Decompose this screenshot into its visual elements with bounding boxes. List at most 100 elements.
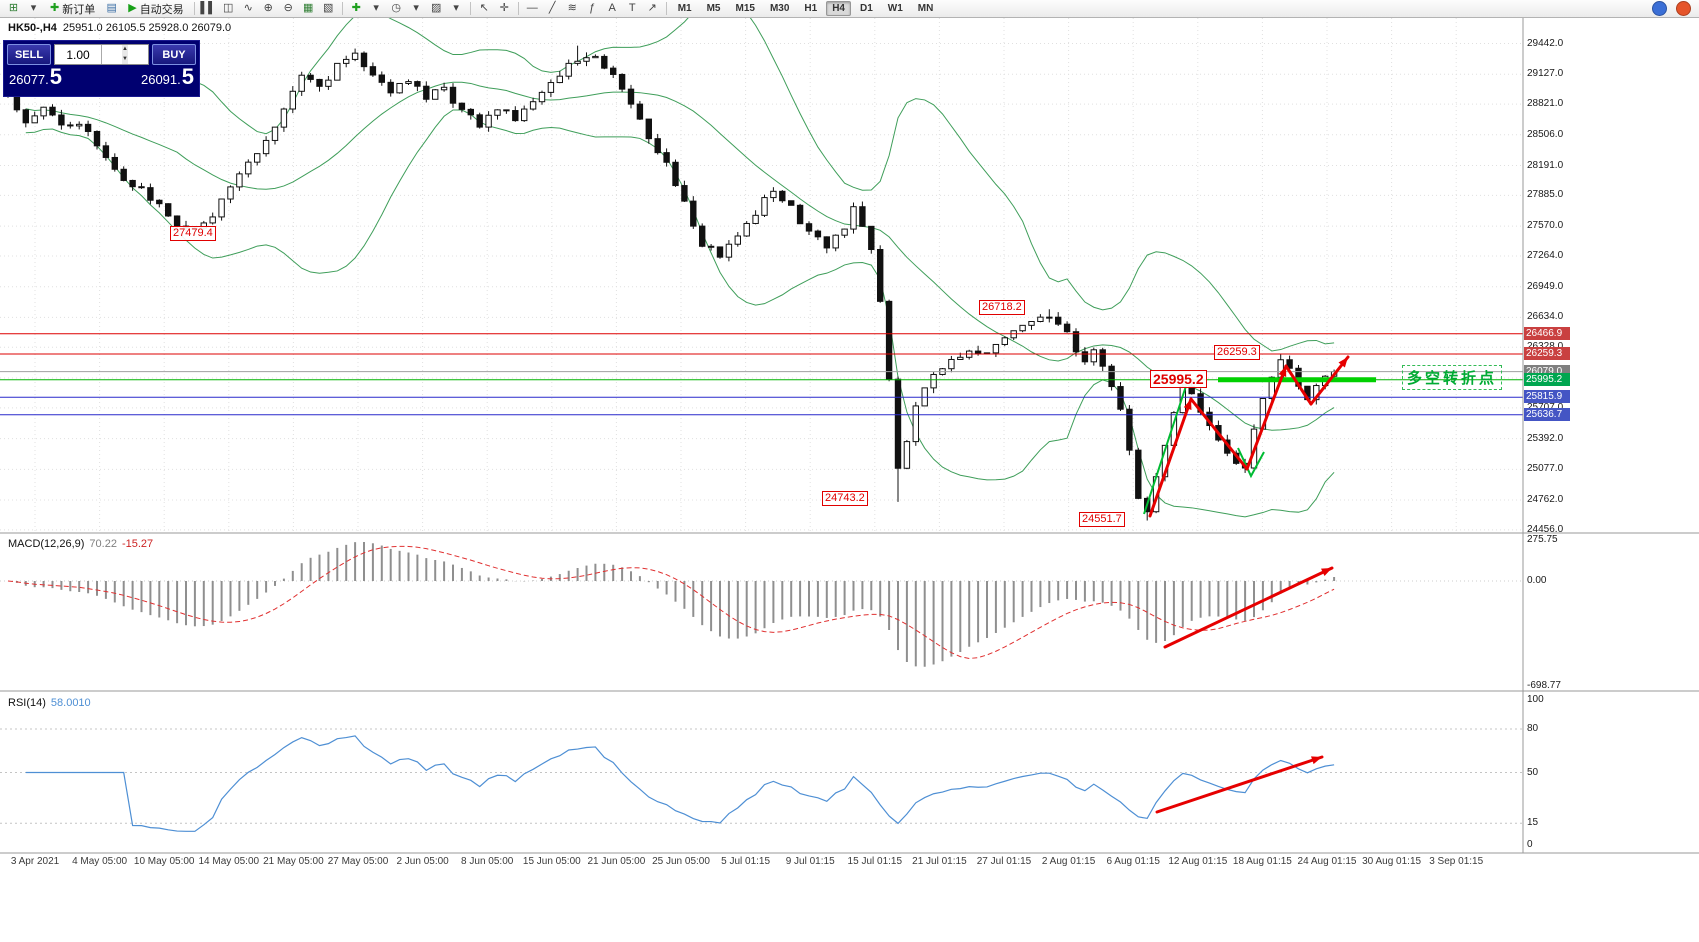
volume-spin-buttons: ▲ ▼ — [101, 45, 148, 64]
macd-indicator-label: MACD(12,26,9) 70.22 -15.27 — [8, 538, 154, 550]
timeframe-m15[interactable]: M15 — [735, 3, 755, 14]
fibonacci-icon[interactable]: ƒ — [583, 0, 602, 17]
price-axis-label: 29442.0 — [1527, 37, 1564, 49]
volume-stepper[interactable]: 1.00 ▲ ▼ — [54, 44, 149, 65]
horizontal-line-icon[interactable]: — — [523, 0, 542, 17]
timeframe-m30[interactable]: M30 — [769, 3, 790, 14]
turning-point-annotation: 多空转折点 — [1402, 365, 1503, 390]
time-axis-label: 3 Apr 2021 — [10, 856, 60, 867]
bar-chart-icon[interactable]: ▌▌ — [199, 0, 218, 17]
cascade-windows-icon-glyph: ▧ — [322, 2, 334, 14]
crosshair-icon-glyph: ✛ — [499, 2, 509, 14]
indicators-dropdown-icon-glyph: ▾ — [373, 2, 379, 14]
volume-down-icon[interactable]: ▼ — [122, 54, 128, 64]
zoom-in-icon[interactable]: ⊕ — [259, 0, 278, 17]
rsi-axis-label: 100 — [1527, 694, 1544, 705]
templates-dropdown-icon-glyph: ▾ — [453, 2, 459, 14]
timeframe-mn[interactable]: MN — [917, 3, 934, 14]
timeframe-d1[interactable]: D1 — [860, 3, 873, 14]
indicators-icon-glyph: ✚ — [351, 2, 361, 14]
chart-price-annotation: 26259.3 — [1214, 345, 1260, 360]
ohlc-values: 25951.0 26105.5 25928.0 26079.0 — [62, 22, 232, 34]
label-icon[interactable]: T — [623, 0, 642, 17]
trendline-icon[interactable]: ╱ — [543, 0, 562, 17]
line-chart-icon-glyph: ∿ — [243, 2, 253, 14]
cursor-icon[interactable]: ↖ — [475, 0, 494, 17]
macd-panel-canvas[interactable] — [0, 542, 1523, 667]
price-tag: 26466.9 — [1524, 326, 1570, 340]
arrow-tools-icon[interactable]: ↗ — [643, 0, 662, 17]
price-axis-label: 25077.0 — [1527, 463, 1564, 475]
price-tag: 26259.3 — [1524, 346, 1570, 360]
toolbar-separator — [193, 2, 195, 15]
terminal-icon[interactable]: ▤ — [102, 0, 121, 17]
text-icon-glyph: A — [608, 2, 616, 14]
timeframe-w1[interactable]: W1 — [887, 3, 903, 14]
main-chart-canvas[interactable] — [0, 0, 1523, 533]
rsi-axis-label: 80 — [1527, 723, 1539, 734]
periods-dropdown-icon[interactable]: ▾ — [407, 0, 426, 17]
cursor-icon-glyph: ↖ — [479, 2, 489, 14]
line-chart-icon[interactable]: ∿ — [239, 0, 258, 17]
label-icon-glyph: T — [628, 2, 636, 14]
time-axis-label: 21 Jun 05:00 — [587, 856, 646, 867]
alerts-icon[interactable] — [1676, 1, 1691, 16]
periods-icon[interactable]: ◷ — [387, 0, 406, 17]
templates-icon[interactable]: ▨ — [427, 0, 446, 17]
new-chart-dropdown-icon[interactable]: ▾ — [24, 0, 43, 17]
time-axis-label: 25 Jun 05:00 — [652, 856, 710, 867]
autotrading-button[interactable]: ▶ 自动交易 — [122, 0, 189, 17]
price-axis-label: 26634.0 — [1527, 311, 1564, 323]
price-tag: 25636.7 — [1524, 407, 1570, 421]
fibonacci-icon-glyph: ƒ — [589, 2, 596, 14]
sell-button[interactable]: SELL — [7, 44, 51, 65]
buy-button[interactable]: BUY — [152, 44, 196, 65]
time-axis-label: 21 Jul 01:15 — [912, 856, 967, 867]
autotrading-glyph: ▶ — [128, 2, 137, 14]
indicators-icon[interactable]: ✚ — [347, 0, 366, 17]
price-axis-label: 24456.0 — [1527, 523, 1564, 535]
time-axis-label: 12 Aug 01:15 — [1168, 856, 1228, 867]
chart-price-annotation: 24743.2 — [822, 491, 868, 506]
horizontal-line-icon-glyph: — — [526, 2, 538, 14]
templates-dropdown-icon[interactable]: ▾ — [447, 0, 466, 17]
templates-icon-glyph: ▨ — [430, 2, 442, 14]
timeframe-m5[interactable]: M5 — [706, 3, 721, 14]
candlestick-chart-icon[interactable]: ◫ — [219, 0, 238, 17]
timeframe-h1[interactable]: H1 — [804, 3, 818, 14]
toolbar-separator — [665, 2, 667, 15]
volume-up-icon[interactable]: ▲ — [122, 45, 128, 55]
price-axis-label: 26328.0 — [1527, 341, 1563, 352]
toolbar-separator — [341, 2, 343, 15]
price-axis-label: 27885.0 — [1527, 189, 1564, 201]
rsi-panel-canvas[interactable] — [0, 728, 1523, 832]
text-icon[interactable]: A — [603, 0, 622, 17]
new-order-button[interactable]: ✚ 新订单 — [44, 0, 101, 17]
time-axis-label: 2 Jun 05:00 — [396, 856, 449, 867]
time-axis-label: 15 Jul 01:15 — [847, 856, 903, 867]
time-axis-label: 8 Jun 05:00 — [461, 856, 514, 867]
indicators-dropdown-icon[interactable]: ▾ — [367, 0, 386, 17]
timeframe-m1[interactable]: M1 — [677, 3, 692, 14]
buy-price: 26091. 5 — [140, 64, 194, 89]
time-axis-label: 27 Jul 01:15 — [976, 856, 1032, 867]
community-icon[interactable] — [1652, 1, 1667, 16]
new-chart-icon[interactable]: ⊞ — [4, 0, 23, 17]
timeframe-h4[interactable]: H4 — [826, 1, 851, 16]
time-axis-label: 6 Aug 01:15 — [1106, 856, 1160, 867]
chart-price-annotation: 25995.2 — [1150, 370, 1207, 388]
cascade-windows-icon[interactable]: ▧ — [319, 0, 338, 17]
rsi-axis-label: 50 — [1527, 766, 1539, 778]
price-axis-label: 28821.0 — [1527, 98, 1564, 110]
rsi-axis-label: 0 — [1527, 839, 1533, 850]
time-axis-label: 9 Jul 01:15 — [785, 856, 835, 867]
new-chart-icon-glyph: ⊞ — [8, 2, 19, 14]
tile-windows-icon[interactable]: ▦ — [299, 0, 318, 17]
time-axis-label: 27 May 05:00 — [327, 856, 389, 867]
zoom-out-icon[interactable]: ⊖ — [279, 0, 298, 17]
crosshair-icon[interactable]: ✛ — [495, 0, 514, 17]
channel-icon[interactable]: ≋ — [563, 0, 582, 17]
